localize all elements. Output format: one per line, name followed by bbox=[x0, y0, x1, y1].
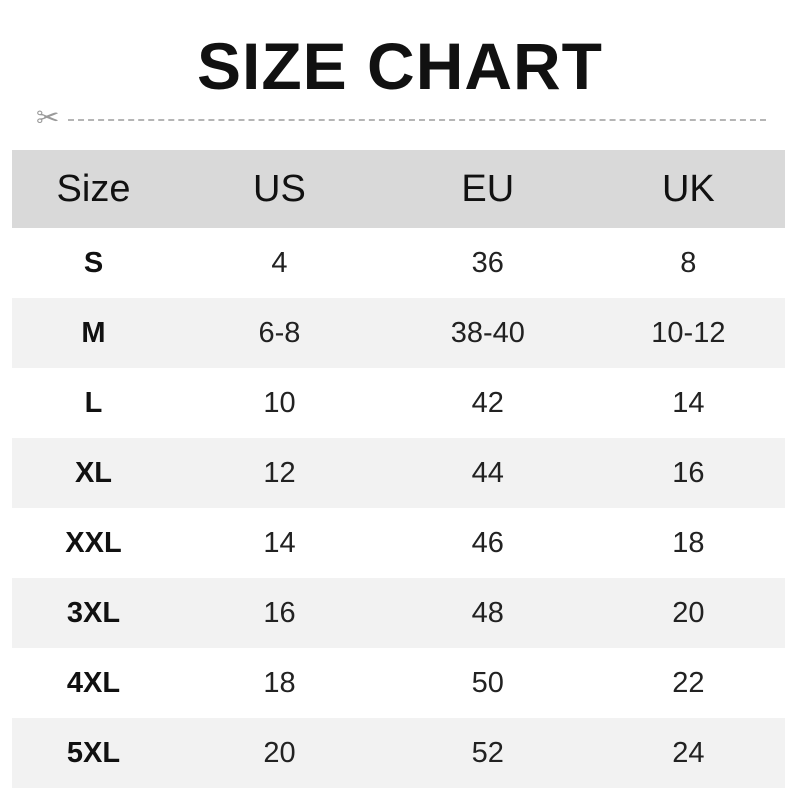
table-row: XL 12 44 16 bbox=[12, 438, 785, 508]
cell-uk: 16 bbox=[591, 438, 785, 508]
cell-us: 6-8 bbox=[175, 298, 384, 368]
cell-eu: 50 bbox=[471, 666, 504, 699]
cell-eu: 42 bbox=[471, 386, 504, 419]
page-title: SIZE CHART bbox=[197, 29, 603, 103]
table-row: M 6-8 38-40 10-12 bbox=[12, 298, 785, 368]
header-row: Size US EU UK bbox=[12, 150, 785, 228]
cell-size: L bbox=[84, 386, 103, 419]
scissors-icon: ✂ bbox=[36, 102, 60, 133]
cell-uk: 8 bbox=[680, 246, 697, 279]
cell-us: 12 bbox=[175, 438, 384, 508]
cell-eu: 36 bbox=[471, 246, 504, 279]
cell-size: 3XL bbox=[12, 578, 176, 648]
cell-size: 4XL bbox=[66, 666, 121, 699]
cell-eu: 44 bbox=[383, 438, 592, 508]
cell-us: 10 bbox=[263, 386, 296, 419]
dashed-divider bbox=[68, 119, 766, 121]
table-row: S 4 36 8 bbox=[12, 228, 785, 298]
table-row: L 10 42 14 bbox=[12, 368, 785, 438]
table-row: XXL 14 46 18 bbox=[12, 508, 785, 578]
cell-uk: 18 bbox=[672, 526, 705, 559]
cell-size: S bbox=[83, 246, 104, 279]
cell-eu: 38-40 bbox=[383, 298, 592, 368]
cell-us: 20 bbox=[175, 718, 384, 788]
cell-us: 14 bbox=[263, 526, 296, 559]
cell-size: XL bbox=[12, 438, 176, 508]
cell-uk: 10-12 bbox=[591, 298, 785, 368]
table-row: 5XL 20 52 24 bbox=[12, 718, 785, 788]
cell-us: 18 bbox=[263, 666, 296, 699]
cell-us: 16 bbox=[175, 578, 384, 648]
cell-uk: 22 bbox=[672, 666, 705, 699]
cell-us: 4 bbox=[271, 246, 288, 279]
cut-line: ✂ bbox=[36, 104, 766, 132]
cell-eu: 48 bbox=[383, 578, 592, 648]
table-row: 3XL 16 48 20 bbox=[12, 578, 785, 648]
cell-size: XXL bbox=[65, 526, 122, 559]
cell-eu: 52 bbox=[383, 718, 592, 788]
cell-uk: 14 bbox=[672, 386, 705, 419]
header-size: Size bbox=[12, 150, 176, 228]
header-eu: EU bbox=[383, 150, 592, 228]
table-row: 4XL 18 50 22 bbox=[12, 648, 785, 718]
cell-size: M bbox=[12, 298, 176, 368]
cell-size: 5XL bbox=[12, 718, 176, 788]
header-uk: UK bbox=[591, 150, 785, 228]
cell-eu: 46 bbox=[471, 526, 504, 559]
header-us: US bbox=[175, 150, 384, 228]
size-table: Size US EU UK S 4 36 8 M 6-8 38-40 10-12 L 10 42 14… bbox=[12, 150, 785, 788]
cell-uk: 24 bbox=[591, 718, 785, 788]
cell-uk: 20 bbox=[591, 578, 785, 648]
